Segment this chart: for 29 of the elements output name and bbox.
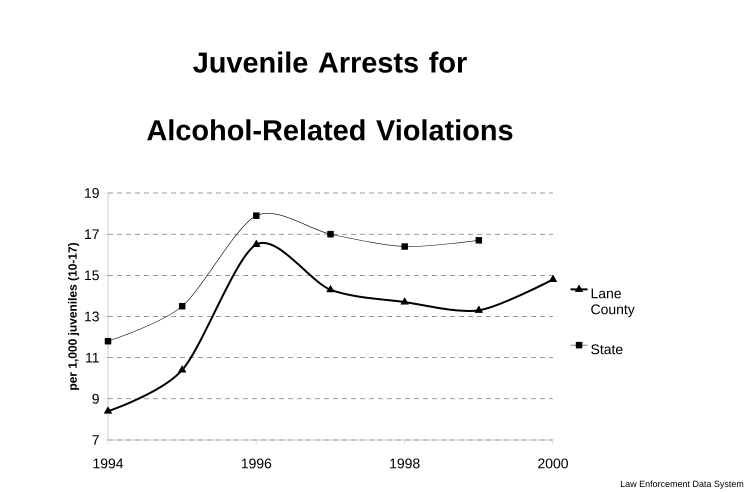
y-tick-label: 15 [85, 270, 99, 280]
point [252, 240, 260, 247]
y-tick-label: 11 [86, 352, 99, 362]
point [178, 302, 186, 310]
x-tick-label: 1994 [94, 458, 124, 468]
legend-label: Lane County [591, 288, 635, 318]
point [327, 230, 334, 238]
legend-label: State [591, 344, 622, 354]
point [401, 243, 408, 250]
y-tick-label: 17 [85, 229, 99, 239]
point [104, 406, 112, 414]
y-tick-label: 7 [92, 435, 99, 445]
point [548, 274, 558, 282]
y-tick-label: 19 [85, 188, 99, 198]
x-tick-label: 2000 [538, 458, 568, 468]
y-tick-label: 13 [85, 312, 99, 322]
x-tick-label: 1996 [242, 458, 272, 468]
point [253, 212, 260, 219]
text: Law Enforcement Data System [620, 480, 744, 489]
y-axis-title: per 1,000 juveniles (10-17) [68, 243, 80, 390]
point [474, 306, 483, 313]
x-tick-label: 1998 [390, 458, 420, 468]
point [326, 284, 335, 292]
point [104, 338, 112, 344]
point [400, 297, 409, 305]
point [178, 365, 186, 373]
chart-title: Juvenile Arrests for Alcohol-Related Violations [147, 52, 512, 140]
point [476, 237, 482, 244]
y-tick-label: 9 [92, 394, 99, 404]
